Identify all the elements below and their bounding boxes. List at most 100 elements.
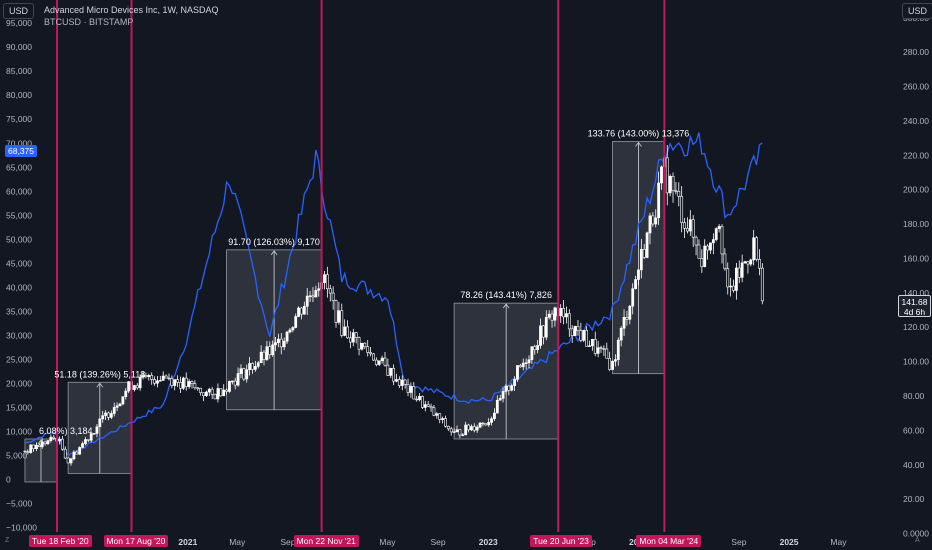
candle-body <box>158 380 162 382</box>
candle-body <box>75 451 79 455</box>
candle-body <box>734 267 738 291</box>
candle-body <box>173 379 177 386</box>
candle-body <box>441 418 444 420</box>
candle-body <box>657 182 661 219</box>
time-axis-tick: Sep <box>280 537 295 547</box>
candle-body <box>63 448 67 459</box>
candle-body <box>340 310 344 336</box>
left-axis-tick: 40,000 <box>6 282 32 292</box>
candle-body <box>380 357 384 362</box>
candle-body <box>112 407 116 414</box>
candle-body <box>403 379 407 385</box>
candle-body <box>429 405 433 409</box>
candle-body <box>611 360 614 370</box>
btc-line-layer <box>24 132 763 457</box>
candle-body <box>256 362 260 367</box>
candle-body <box>614 359 617 362</box>
candle-body <box>147 375 151 378</box>
right-price-axis[interactable]: 300.00280.00260.00240.00220.00200.00180.… <box>903 13 929 539</box>
measure-label: 6.08%) 3,184 <box>39 426 93 436</box>
right-axis-tick: 0.0000 <box>903 529 929 539</box>
candle-body <box>749 259 753 265</box>
candle-body <box>660 166 663 184</box>
left-price-axis[interactable]: 95,000 90,000 85,000 80,000 75,000 70,000 65,0… <box>6 18 37 532</box>
candle-body <box>582 330 586 341</box>
candle-body <box>268 346 272 356</box>
candle-body <box>717 226 721 229</box>
right-axis-tick: 220.00 <box>903 150 929 160</box>
candle-body <box>107 412 110 418</box>
candle-body <box>161 375 165 381</box>
candle-body <box>305 295 309 307</box>
candle-body <box>596 347 600 354</box>
candle-body <box>251 363 254 370</box>
candle-body <box>101 415 105 420</box>
candle-body <box>199 387 203 393</box>
candle-body <box>32 444 35 450</box>
candle-body <box>84 439 87 444</box>
candle-body <box>752 237 756 261</box>
candle-body <box>619 327 623 341</box>
left-axis-tick: 80,000 <box>6 90 32 100</box>
candle-body <box>527 359 531 364</box>
right-axis-tick: 200.00 <box>903 185 929 195</box>
candle-body <box>444 418 447 427</box>
right-currency-button[interactable]: USD <box>902 3 932 19</box>
candle-body <box>481 422 485 425</box>
candle-body <box>357 337 361 350</box>
right-axis-tick: 180.00 <box>903 219 929 229</box>
auto-scale-corner[interactable]: A <box>915 537 920 544</box>
amd-last-price: 141.68 <box>901 297 928 307</box>
marker-label-2: Mon 17 Aug '20 <box>103 535 169 547</box>
candle-body <box>52 436 56 439</box>
left-axis-tick: 15,000 <box>6 402 32 412</box>
measure-label: 51.18 (139.26%) 5,118 <box>54 369 145 379</box>
candle-body <box>602 348 606 350</box>
candle-body <box>132 385 136 390</box>
candle-body <box>170 378 174 386</box>
time-axis[interactable]: 2021MaySep2022MaySep2023MaySep2024MaySep… <box>178 537 847 547</box>
candle-body <box>386 364 390 376</box>
candle-body <box>121 396 125 405</box>
candle-body <box>98 418 102 428</box>
candle-body <box>446 425 450 430</box>
measure-label: 91.70 (126.03%) 9,170 <box>228 237 320 247</box>
candle-body <box>225 389 228 392</box>
candle-body <box>262 351 266 360</box>
candle-body <box>576 326 580 331</box>
candle-body <box>360 342 364 350</box>
candle-body <box>29 444 33 453</box>
left-axis-tick: 65,000 <box>6 162 32 172</box>
candle-body <box>297 307 300 317</box>
zoom-corner[interactable]: Z <box>5 537 10 544</box>
candle-body <box>464 424 468 436</box>
candle-body <box>593 338 597 354</box>
candle-body <box>190 381 194 384</box>
candle-body <box>349 337 352 343</box>
candle-body <box>43 441 47 445</box>
candle-body <box>694 236 698 246</box>
candle-body <box>317 288 321 291</box>
candle-body <box>449 428 453 433</box>
candle-body <box>726 268 730 288</box>
right-axis-tick: 20.00 <box>903 494 925 504</box>
candle-body <box>210 388 214 395</box>
candle-body <box>37 444 41 447</box>
candle-body <box>498 398 502 401</box>
candle-body <box>588 345 591 347</box>
candle-body <box>426 404 430 407</box>
candle-body <box>150 375 154 380</box>
candle-body <box>616 339 620 360</box>
left-currency-button[interactable]: USD <box>3 3 35 19</box>
candle-body <box>239 368 243 374</box>
measure-arrowhead <box>270 250 278 256</box>
candle-body <box>343 326 347 336</box>
candle-body <box>288 329 292 333</box>
candle-body <box>369 352 372 355</box>
left-axis-tick: 70,000 <box>6 138 32 148</box>
candle-body <box>628 305 632 320</box>
amd-last-price-tag: 141.68 4d 6h <box>898 295 931 317</box>
marker-label-4: Tue 20 Jun '23 <box>530 535 592 547</box>
candle-body <box>259 351 263 364</box>
